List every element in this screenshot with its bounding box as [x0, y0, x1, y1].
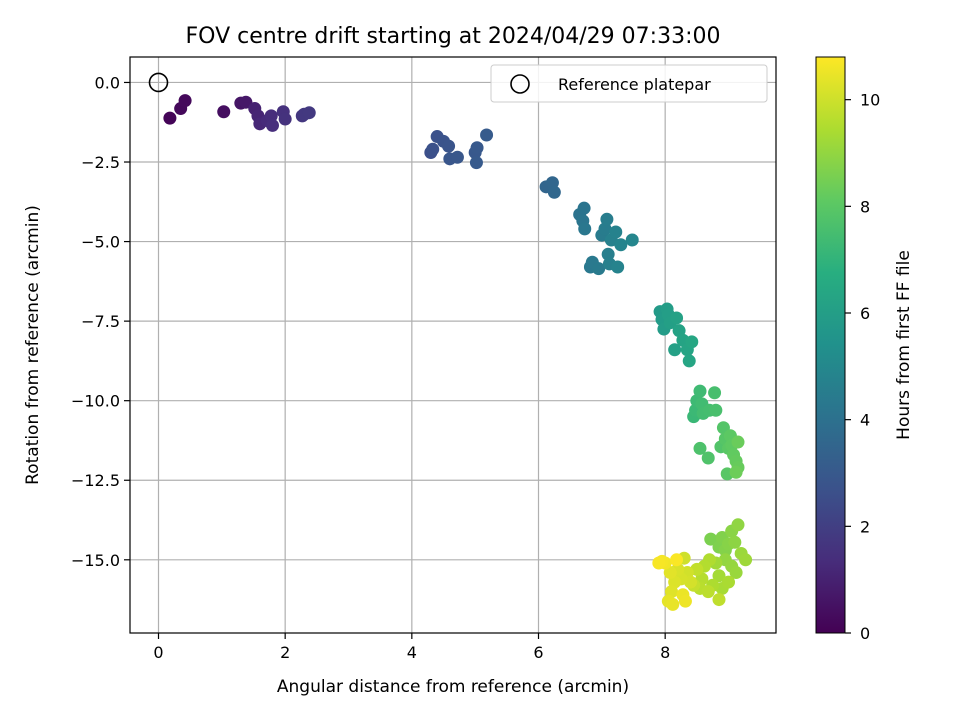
data-point: [670, 311, 684, 325]
x-axis-ticks: 0 2 4 6 8: [153, 633, 670, 662]
data-point: [600, 212, 614, 226]
data-point: [442, 139, 456, 153]
legend-box: [490, 64, 768, 103]
data-point: [217, 105, 231, 119]
data-point: [709, 403, 723, 417]
colorbar-tick-label: 0: [860, 624, 870, 643]
data-point: [708, 386, 722, 400]
y-axis-label: Rotation from reference (arcmin): [23, 205, 43, 485]
x-tick-label: 6: [533, 643, 543, 662]
data-point: [670, 553, 684, 567]
data-point: [163, 111, 177, 125]
data-point: [178, 94, 192, 108]
x-tick-label: 8: [660, 643, 670, 662]
x-tick-label: 4: [407, 643, 417, 662]
colorbar-label: Hours from first FF file: [894, 250, 914, 440]
plot-frame: [129, 56, 777, 634]
data-points: [163, 94, 753, 611]
data-point: [592, 262, 606, 276]
y-tick-label: −10.0: [71, 392, 120, 411]
data-point: [731, 435, 745, 449]
colorbar-gradient: [815, 56, 846, 634]
colorbar: 0 2 4 6 8 10 Hours from first FF file: [815, 56, 914, 643]
chart-title: FOV centre drift starting at 2024/04/29 …: [186, 24, 721, 49]
data-point: [450, 150, 464, 164]
y-tick-label: −7.5: [81, 312, 120, 331]
data-point: [701, 451, 715, 465]
legend: Reference platepar: [490, 64, 768, 103]
data-point: [663, 566, 677, 580]
y-tick-label: −5.0: [81, 233, 120, 252]
legend-label: Reference platepar: [558, 75, 711, 94]
data-point: [668, 343, 682, 357]
data-point: [678, 594, 692, 608]
reference-point-marker: [148, 72, 169, 93]
legend-marker-icon: [510, 74, 530, 94]
data-point: [652, 556, 666, 570]
data-point: [666, 597, 680, 611]
data-point: [266, 118, 279, 132]
data-point: [625, 233, 639, 247]
data-point: [712, 569, 726, 583]
data-point: [469, 156, 483, 170]
data-point: [577, 201, 591, 215]
y-axis-ticks: 0.0 −2.5 −5.0 −7.5 −10.0 −12.5 −15.0: [71, 73, 130, 570]
y-tick-label: −12.5: [71, 471, 120, 490]
y-tick-label: −15.0: [71, 551, 120, 570]
y-tick-label: −2.5: [81, 153, 120, 172]
data-point: [611, 260, 625, 274]
data-point: [278, 112, 292, 126]
data-point: [601, 247, 615, 261]
data-point: [426, 142, 440, 156]
data-point: [614, 238, 628, 252]
data-point: [609, 225, 623, 239]
x-tick-label: 2: [280, 643, 290, 662]
colorbar-tick-label: 6: [860, 304, 870, 323]
data-point: [712, 593, 726, 607]
colorbar-tick-label: 4: [860, 411, 870, 430]
data-point: [302, 106, 316, 120]
grid-lines: [130, 57, 776, 633]
data-point: [729, 566, 743, 580]
data-point: [701, 585, 715, 599]
data-point: [739, 553, 753, 567]
colorbar-tick-label: 2: [860, 517, 870, 536]
data-point: [704, 532, 718, 546]
data-point: [547, 185, 561, 199]
data-point: [731, 518, 745, 532]
colorbar-tick-label: 8: [860, 197, 870, 216]
data-point: [470, 141, 484, 155]
data-point: [729, 465, 743, 479]
colorbar-ticks: 0 2 4 6 8 10: [845, 91, 880, 643]
data-point: [480, 128, 494, 142]
data-point: [693, 441, 707, 455]
y-tick-label: 0.0: [95, 73, 120, 92]
data-point: [264, 109, 278, 123]
colorbar-tick-label: 10: [860, 91, 880, 110]
data-point: [722, 575, 735, 589]
data-point: [693, 384, 707, 398]
data-point: [578, 222, 592, 236]
x-axis-label: Angular distance from reference (arcmin): [277, 677, 629, 697]
x-tick-label: 0: [153, 643, 163, 662]
data-point: [685, 335, 699, 349]
data-point: [682, 354, 696, 368]
data-point: [728, 535, 742, 549]
